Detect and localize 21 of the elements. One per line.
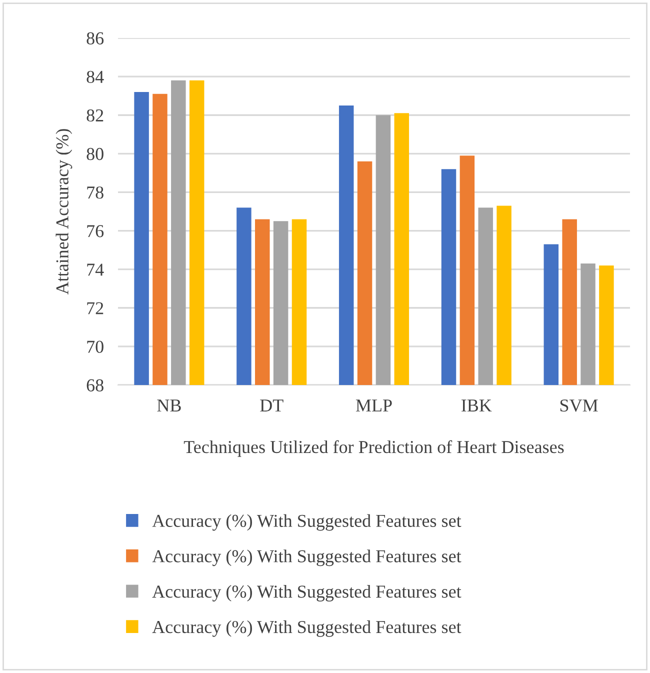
x-tick-label: DT: [260, 400, 284, 412]
x-tick-label: IBK: [462, 400, 492, 412]
x-tick-label: MLP: [356, 400, 392, 412]
legend-label: Accuracy (%) With Suggested Features set: [152, 514, 462, 531]
y-tick-label: 72: [87, 302, 104, 314]
y-tick-label: 78: [87, 186, 104, 199]
x-tick-label: SVM: [560, 399, 598, 412]
y-axis-title: Attained Accuracy (%): [56, 129, 72, 295]
y-tick-label: 82: [86, 109, 104, 122]
y-tick-label: 80: [86, 148, 104, 160]
legend-label: Accuracy (%) With Suggested Features set: [152, 550, 462, 566]
y-tick-label: 84: [86, 70, 104, 83]
x-tick-label: NB: [157, 400, 181, 412]
y-tick-label: 70: [87, 340, 104, 353]
x-axis-title: Techniques Utilized for Prediction of Heart Diseases: [184, 440, 564, 457]
y-tick-label: 76: [87, 225, 104, 238]
y-tick-label: 68: [86, 379, 104, 392]
legend-label: Accuracy (%) With Suggested Features set: [152, 585, 462, 602]
y-tick-label: 74: [87, 264, 104, 276]
legend-label: Accuracy (%) With Suggested Features set: [152, 620, 462, 637]
y-tick-label: 86: [86, 32, 104, 44]
